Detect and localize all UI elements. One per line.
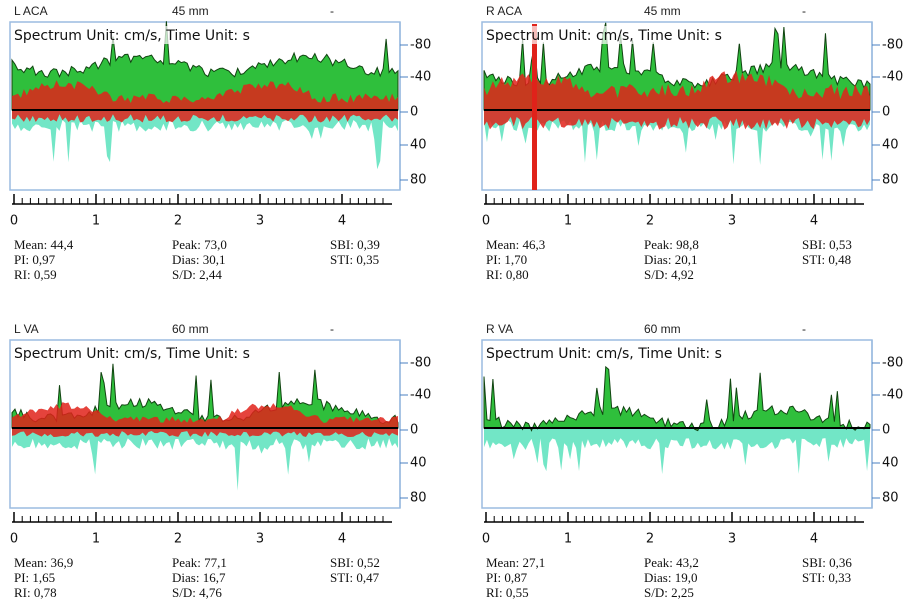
stat: S/D: 4,76 [172,585,222,600]
stat: RI: 0,80 [486,267,529,282]
x-tick-label: 1 [92,214,100,229]
y-tick-label: -40 [410,70,431,85]
stat: SBI: 0,39 [330,237,380,252]
screen: L ACA 45 mm - Spectrum Unit: cm/s, Time Uni… [0,0,919,608]
x-tick-label: 3 [728,214,736,229]
panel: L ACA 45 mm - Spectrum Unit: cm/s, Time Uni… [10,4,431,282]
y-tick-label: 0 [410,423,418,438]
vessel: R ACA [486,4,522,18]
y-tick-label: 80 [882,173,899,188]
y-tick-label: 80 [410,491,427,506]
stat: S/D: 2,44 [172,267,222,282]
y-tick-label: -80 [410,38,431,53]
stat: Peak: 77,1 [172,555,227,570]
stat: PI: 0,87 [486,570,528,585]
y-tick-label: -40 [882,388,903,403]
stat: PI: 1,70 [486,252,527,267]
depth: 60 mm [172,322,209,336]
stat: RI: 0,59 [14,267,57,282]
stat: Peak: 43,2 [644,555,699,570]
y-tick-label: 0 [882,105,890,120]
y-tick-label: 40 [410,138,427,153]
x-tick-label: 1 [564,532,572,547]
y-tick-label: -80 [882,356,903,371]
y-tick-label: 40 [882,138,899,153]
panel: L VA 60 mm - Spectrum Unit: cm/s, Time Unit… [10,322,431,600]
x-tick-label: 3 [256,214,264,229]
x-tick-label: 2 [646,214,654,229]
stat: STI: 0,33 [802,570,851,585]
x-tick-label: 1 [564,214,572,229]
x-tick-label: 3 [256,532,264,547]
y-tick-label: 80 [410,173,427,188]
vessel: L ACA [14,4,48,18]
marker: - [802,322,806,336]
stat: RI: 0,78 [14,585,57,600]
spectrum-unit: Spectrum Unit: cm/s, Time Unit: s [486,28,722,44]
y-tick-label: 0 [882,423,890,438]
panel: R VA 60 mm - Spectrum Unit: cm/s, Time Unit… [482,322,903,600]
stat: STI: 0,35 [330,252,379,267]
page: L ACA 45 mm - Spectrum Unit: cm/s, Time Uni… [0,0,919,608]
stat: Mean: 36,9 [14,555,73,570]
stat: S/D: 4,92 [644,267,694,282]
stat: Peak: 73,0 [172,237,227,252]
x-tick-label: 2 [646,532,654,547]
stat: SBI: 0,52 [330,555,380,570]
spectrum-unit: Spectrum Unit: cm/s, Time Unit: s [14,28,250,44]
x-tick-label: 0 [482,214,490,229]
vessel: R VA [486,322,513,336]
y-tick-label: 40 [410,456,427,471]
stat: PI: 1,65 [14,570,55,585]
y-tick-label: -40 [882,70,903,85]
stat: Dias: 19,0 [644,570,697,585]
x-tick-label: 3 [728,532,736,547]
stat: Dias: 20,1 [644,252,697,267]
x-tick-label: 0 [482,532,490,547]
marker: - [802,4,806,18]
spectrum-unit: Spectrum Unit: cm/s, Time Unit: s [14,346,250,362]
panel: R ACA 45 mm - Spectrum Unit: cm/s, Time Uni… [482,4,903,282]
stat: Dias: 16,7 [172,570,226,585]
stat: Mean: 27,1 [486,555,545,570]
depth: 45 mm [644,4,681,18]
marker: - [330,4,334,18]
depth: 60 mm [644,322,681,336]
stat: Mean: 44,4 [14,237,74,252]
stat: PI: 0,97 [14,252,56,267]
y-tick-label: 80 [882,491,899,506]
stat: SBI: 0,53 [802,237,852,252]
y-tick-label: 40 [882,456,899,471]
stat: Dias: 30,1 [172,252,225,267]
stat: RI: 0,55 [486,585,529,600]
stat: S/D: 2,25 [644,585,694,600]
depth: 45 mm [172,4,209,18]
stat: Peak: 98,8 [644,237,699,252]
x-tick-label: 2 [174,532,182,547]
y-tick-label: -40 [410,388,431,403]
stat: Mean: 46,3 [486,237,545,252]
x-tick-label: 2 [174,214,182,229]
x-tick-label: 0 [10,532,18,547]
stat: STI: 0,48 [802,252,851,267]
x-tick-label: 4 [810,532,818,547]
x-tick-label: 4 [810,214,818,229]
x-tick-label: 0 [10,214,18,229]
vessel: L VA [14,322,39,336]
y-tick-label: 0 [410,105,418,120]
y-tick-label: -80 [882,38,903,53]
spectrum-unit: Spectrum Unit: cm/s, Time Unit: s [486,346,722,362]
stat: SBI: 0,36 [802,555,852,570]
stat: STI: 0,47 [330,570,380,585]
x-tick-label: 4 [338,532,346,547]
cursor [532,24,537,190]
x-tick-label: 1 [92,532,100,547]
marker: - [330,322,334,336]
y-tick-label: -80 [410,356,431,371]
x-tick-label: 4 [338,214,346,229]
